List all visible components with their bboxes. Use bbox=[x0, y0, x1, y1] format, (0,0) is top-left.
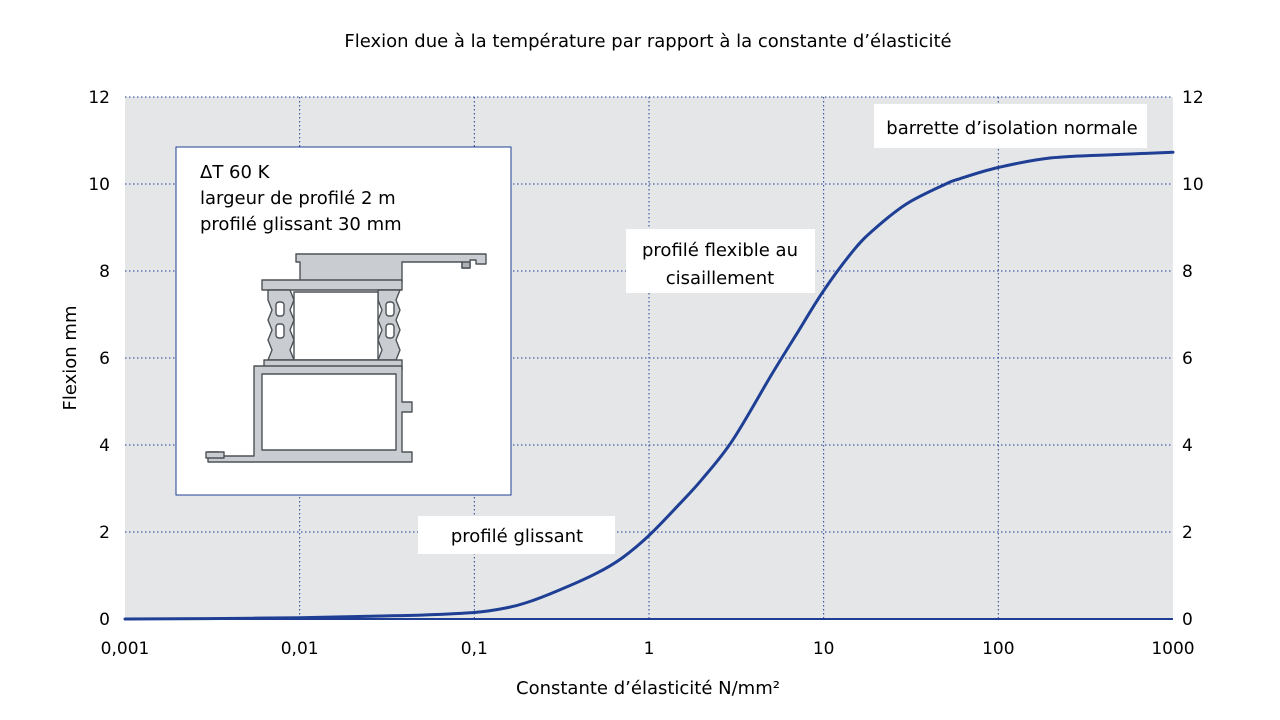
y-tick-label-left: 8 bbox=[99, 262, 110, 282]
series-line bbox=[123, 150, 1175, 621]
inset-line-width: largeur de profilé 2 m bbox=[200, 188, 396, 209]
x-tick-label: 0,1 bbox=[461, 639, 488, 659]
y-tick-label-right: 0 bbox=[1182, 610, 1193, 630]
y-tick-label-left: 0 bbox=[99, 610, 110, 630]
profile-lower-chamber bbox=[261, 373, 397, 451]
profile-right-slot-1 bbox=[385, 301, 395, 317]
x-tick-label: 100 bbox=[982, 639, 1014, 659]
x-tick-label: 1000 bbox=[1151, 639, 1194, 659]
x-tick-label: 1 bbox=[644, 639, 655, 659]
y-tick-label-right: 2 bbox=[1182, 523, 1193, 543]
annotation-shear-flexible: profilé flexible au cisaillement bbox=[626, 229, 815, 293]
annotation-sliding-profile-text: profilé glissant bbox=[451, 526, 583, 547]
y-tick-label-right: 4 bbox=[1182, 436, 1193, 456]
x-tick-label: 0,01 bbox=[281, 639, 319, 659]
inset-line-sliding: profilé glissant 30 mm bbox=[200, 214, 402, 235]
y-tick-label-right: 6 bbox=[1182, 349, 1193, 369]
series-layer bbox=[123, 150, 1175, 621]
y-axis-label: Flexion mm bbox=[60, 306, 81, 411]
profile-left-slot-1 bbox=[275, 301, 285, 317]
x-tick-label: 0,001 bbox=[101, 639, 150, 659]
y-tick-label-right: 10 bbox=[1182, 175, 1204, 195]
profile-top-rail-hook bbox=[461, 261, 471, 269]
x-axis-label: Constante d’élasticité N/mm² bbox=[516, 678, 780, 699]
x-tick-label: 10 bbox=[813, 639, 835, 659]
inset-box: ΔT 60 K largeur de profilé 2 m profilé g… bbox=[175, 146, 512, 496]
annotation-shear-flexible-line1: profilé flexible au bbox=[642, 240, 798, 261]
annotation-sliding-profile-box bbox=[418, 516, 615, 554]
profile-upper-chamber bbox=[293, 291, 379, 361]
annotation-normal-isolation: barrette d’isolation normale bbox=[874, 104, 1147, 148]
profile-bottom-foot bbox=[205, 451, 225, 459]
profile-upper-top-bar bbox=[261, 279, 403, 291]
x-tick-labels: 0,001 0,01 0,1 1 10 100 1000 bbox=[101, 639, 1195, 659]
y-tick-label-left: 6 bbox=[99, 349, 110, 369]
y-tick-label-right: 8 bbox=[1182, 262, 1193, 282]
y-tick-label-left: 10 bbox=[88, 175, 110, 195]
y-tick-label-left: 12 bbox=[88, 88, 110, 108]
y-tick-label-right: 12 bbox=[1182, 88, 1204, 108]
annotation-normal-isolation-text: barrette d’isolation normale bbox=[886, 118, 1137, 139]
y-tick-label-left: 2 bbox=[99, 523, 110, 543]
profile-section-drawing bbox=[205, 253, 487, 463]
annotation-sliding-profile: profilé glissant bbox=[418, 516, 615, 554]
y-tick-labels-right: 0 2 4 6 8 10 12 bbox=[1182, 88, 1204, 630]
profile-right-slot-2 bbox=[385, 323, 395, 339]
inset-line-temperature: ΔT 60 K bbox=[200, 162, 271, 183]
y-tick-labels-left: 0 2 4 6 8 10 12 bbox=[88, 88, 110, 630]
y-tick-label-left: 4 bbox=[99, 436, 110, 456]
profile-left-slot-2 bbox=[275, 323, 285, 339]
annotation-normal-isolation-box bbox=[874, 104, 1147, 148]
chart-title: Flexion due à la température par rapport… bbox=[344, 31, 951, 52]
annotation-shear-flexible-box bbox=[626, 229, 815, 293]
annotation-shear-flexible-line2: cisaillement bbox=[666, 268, 774, 289]
